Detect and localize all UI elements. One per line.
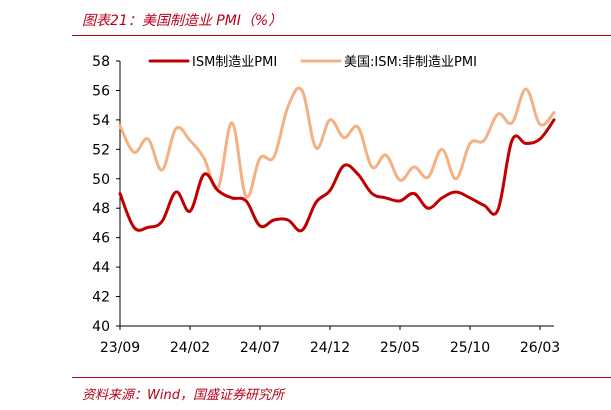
y-tick-labels: 40 42 44 46 48 50 52 54 56 58 bbox=[92, 54, 110, 335]
legend-label: ISM制造业PMI bbox=[192, 55, 277, 70]
x-tick-label: 25/05 bbox=[380, 340, 420, 356]
line-chart: 40 42 44 46 48 50 52 54 56 58 23/09 24/02 24/07 24/1… bbox=[92, 54, 560, 356]
x-tick-label: 23/09 bbox=[100, 340, 140, 356]
x-tick-label: 24/07 bbox=[240, 340, 280, 356]
x-tick-labels: 23/09 24/02 24/07 24/12 25/05 25/10 26/03 bbox=[100, 340, 560, 356]
y-tick-label: 50 bbox=[92, 172, 110, 188]
series-line-ism-manufacturing bbox=[118, 118, 556, 233]
x-tick-label: 25/10 bbox=[450, 340, 490, 356]
y-tick-label: 56 bbox=[92, 83, 110, 99]
source-note: 资料来源：Wind，国盛证券研究所 bbox=[82, 388, 284, 403]
y-tick-label: 40 bbox=[92, 319, 110, 335]
legend-label: 美国:ISM:非制造业PMI bbox=[344, 55, 477, 70]
y-tick-label: 52 bbox=[92, 142, 110, 158]
y-tick-label: 44 bbox=[92, 260, 110, 276]
chart-title: 图表21：美国制造业 PMI（%） bbox=[82, 13, 283, 29]
y-tick-label: 46 bbox=[92, 231, 110, 247]
x-tick-label: 24/02 bbox=[170, 340, 210, 356]
series-line-ism-non-manufacturing bbox=[118, 86, 556, 199]
y-tick-label: 48 bbox=[92, 201, 110, 217]
y-tick-label: 58 bbox=[92, 54, 110, 70]
bottom-rule bbox=[72, 377, 611, 378]
top-rule bbox=[72, 35, 611, 36]
y-tick-label: 42 bbox=[92, 290, 110, 306]
legend: ISM制造业PMI 美国:ISM:非制造业PMI bbox=[148, 55, 477, 70]
series-lines bbox=[118, 86, 556, 233]
x-tick-label: 26/03 bbox=[520, 340, 560, 356]
x-tick-label: 24/12 bbox=[310, 340, 350, 356]
y-tick-label: 54 bbox=[92, 113, 110, 129]
